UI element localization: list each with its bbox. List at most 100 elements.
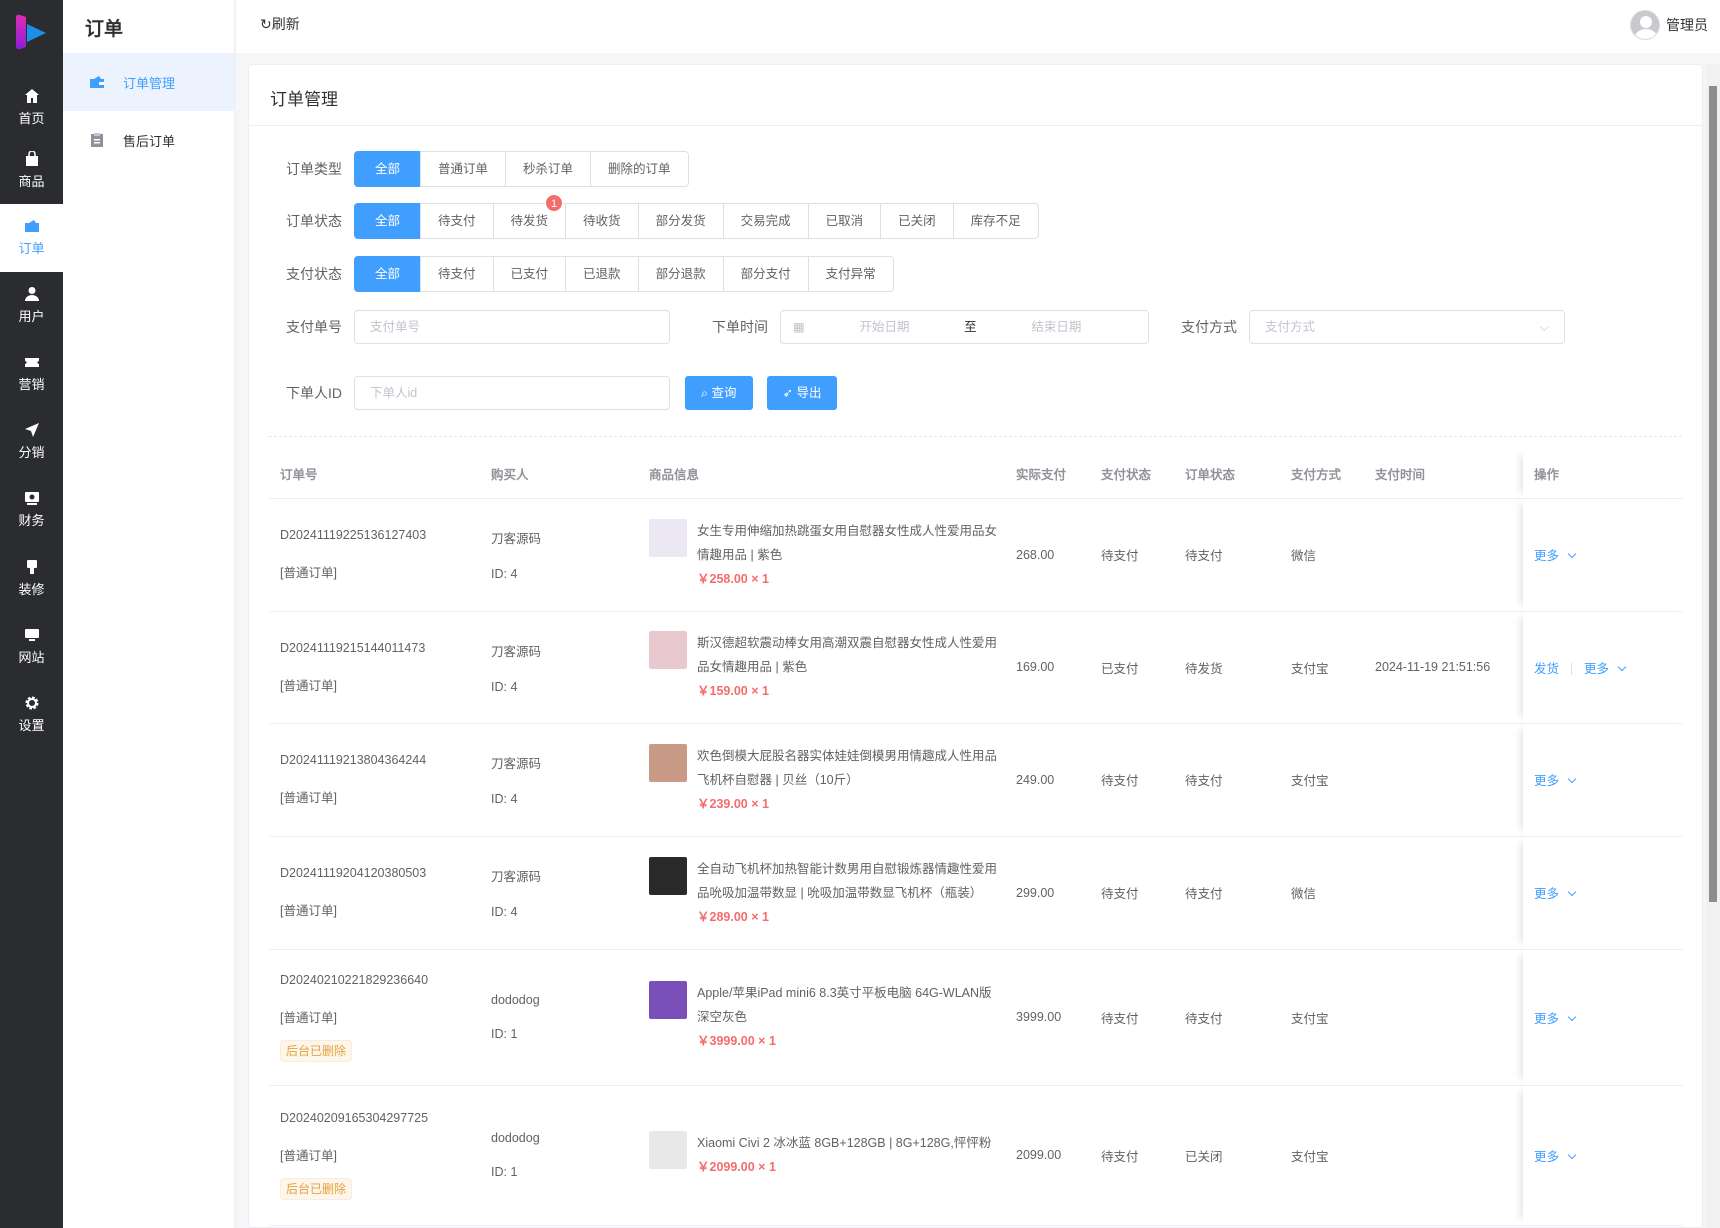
pay-time: 2024-11-19 21:51:56 xyxy=(1364,611,1523,724)
order-number[interactable]: D20241119215144011473 xyxy=(280,640,426,655)
product-price: ￥2099.00 × 1 xyxy=(697,1155,997,1179)
action-ship-button[interactable]: 发货 xyxy=(1534,662,1559,676)
filter-option[interactable]: 部分支付 xyxy=(722,256,809,292)
filter-option[interactable]: 待发货 1 xyxy=(492,194,567,239)
action-more-button[interactable]: 更多 xyxy=(1534,887,1577,901)
nav-item-1[interactable]: 商品 xyxy=(0,137,63,205)
option-label: 已取消 xyxy=(825,214,864,228)
search-icon: ⌕ xyxy=(701,386,712,400)
nav-item-4[interactable]: 营销 xyxy=(0,340,63,408)
action-more-button[interactable]: 更多 xyxy=(1534,1011,1577,1026)
buyer-id-input[interactable]: 下单人id xyxy=(354,376,670,410)
table-row: D20240209165304297725 [普通订单] 后台已删除 dododog… xyxy=(269,1085,1683,1226)
filter-option[interactable]: 全部 xyxy=(354,151,422,187)
date-range-picker[interactable]: ▦ 开始日期 至 结束日期 xyxy=(780,310,1149,344)
action-more-button[interactable]: 更多 xyxy=(1584,662,1627,676)
user-name: 管理员 xyxy=(1666,17,1708,33)
filter-option[interactable]: 支付异常 xyxy=(807,256,894,292)
start-date[interactable]: 开始日期 xyxy=(859,320,910,334)
filter-label: 支付方式 xyxy=(1181,319,1237,335)
filter-option[interactable]: 已支付 xyxy=(492,256,567,292)
option-label: 秒杀订单 xyxy=(523,162,574,176)
nav-item-5[interactable]: 分销 xyxy=(0,408,63,476)
order-number[interactable]: D20241119225136127403 xyxy=(280,528,427,542)
unit-price: ￥289.00 xyxy=(697,909,748,924)
chevron-down-icon xyxy=(1567,549,1577,559)
unit-price: ￥3999.00 xyxy=(697,1034,755,1048)
filter-option[interactable]: 秒杀订单 xyxy=(505,151,592,187)
option-label: 待发货 xyxy=(510,214,549,228)
subnav-after-sales[interactable]: 售后订单 xyxy=(63,111,234,169)
refresh-icon: ↻ xyxy=(260,16,272,32)
pay-method-select[interactable]: 支付方式 ⌵ xyxy=(1249,310,1565,344)
order-number[interactable]: D20241119204120380503 xyxy=(280,866,427,880)
select-placeholder: 支付方式 xyxy=(1265,320,1316,334)
action-label: 发货 xyxy=(1534,661,1560,676)
pay-time xyxy=(1364,498,1523,612)
scrollbar[interactable] xyxy=(1706,64,1720,1228)
filter-option[interactable]: 已取消 xyxy=(807,203,882,239)
filter-label: 下单时间 xyxy=(712,319,768,335)
count-badge: 1 xyxy=(545,194,564,212)
subnav-order-management[interactable]: 订单管理 xyxy=(63,53,234,111)
order-type: [普通订单] xyxy=(280,566,337,580)
filter-option[interactable]: 待支付 xyxy=(420,256,494,292)
nav-item-9[interactable]: 设置 xyxy=(0,681,63,749)
product-price: ￥159.00 × 1 xyxy=(697,679,997,703)
filter-option[interactable]: 待收货 xyxy=(565,203,639,239)
filter-option[interactable]: 删除的订单 xyxy=(590,151,689,187)
ticket-icon xyxy=(24,358,39,367)
nav-label: 网站 xyxy=(18,650,45,665)
action-label: 更多 xyxy=(1534,1011,1560,1026)
pay-status: 待支付 xyxy=(1090,836,1174,950)
nav-item-3[interactable]: 用户 xyxy=(0,272,63,340)
filter-option[interactable]: 库存不足 xyxy=(952,203,1039,239)
user-menu[interactable]: 管理员 xyxy=(1630,10,1708,40)
buyer-id: ID: 4 xyxy=(491,905,518,919)
nav-label: 设置 xyxy=(18,718,45,733)
nav-item-6[interactable]: 财务 xyxy=(0,476,63,544)
unit-price: ￥258.00 xyxy=(697,571,748,586)
scrollbar-thumb[interactable] xyxy=(1709,86,1717,902)
pay-time xyxy=(1364,949,1523,1086)
export-button[interactable]: ➶ 导出 xyxy=(766,376,838,410)
action-more-button[interactable]: 更多 xyxy=(1534,774,1577,788)
filter-option[interactable]: 待支付 xyxy=(420,203,494,239)
filter-label: 支付单号 xyxy=(286,319,342,335)
filter-option[interactable]: 部分发货 xyxy=(637,203,724,239)
filter-option[interactable]: 部分退款 xyxy=(637,256,724,292)
order-type-filter: 订单类型 全部 普通订单 秒杀订单 删除的订单 xyxy=(249,151,689,187)
nav-item-8[interactable]: 网站 xyxy=(0,613,63,681)
action-more-button[interactable]: 更多 xyxy=(1534,1150,1577,1164)
nav-item-0[interactable]: 首页 xyxy=(0,74,63,142)
subnav-label: 订单管理 xyxy=(123,75,176,91)
filter-option[interactable]: 全部 xyxy=(354,203,422,239)
pay-status: 待支付 xyxy=(1090,1085,1174,1226)
buyer-name: 刀客源码 xyxy=(491,644,542,659)
filter-option[interactable]: 交易完成 xyxy=(722,203,809,239)
order-number[interactable]: D20241119213804364244 xyxy=(280,753,427,767)
product-image xyxy=(649,631,687,669)
monitor-icon xyxy=(24,629,39,641)
table-row: D20241119204120380503 [普通订单] 刀客源码 ID: 4 全自… xyxy=(269,836,1683,950)
nav-item-2[interactable]: 订单 xyxy=(0,204,63,272)
pay-method: 微信 xyxy=(1280,498,1364,612)
filter-option[interactable]: 普通订单 xyxy=(420,151,507,187)
nav-item-7[interactable]: 装修 xyxy=(0,545,63,613)
order-number[interactable]: D20240210221829236640 xyxy=(280,972,429,987)
filter-option[interactable]: 已关闭 xyxy=(880,203,954,239)
divider xyxy=(1571,663,1573,676)
filter-option[interactable]: 全部 xyxy=(354,256,422,292)
action-more-button[interactable]: 更多 xyxy=(1534,549,1577,563)
refresh-button[interactable]: ↻刷新 xyxy=(260,14,300,34)
filter-option[interactable]: 已退款 xyxy=(565,256,639,292)
order-number[interactable]: D20240209165304297725 xyxy=(280,1110,429,1125)
paid-amount: 169.00 xyxy=(1005,611,1090,724)
buyer-name: 刀客源码 xyxy=(491,757,542,771)
option-label: 已支付 xyxy=(510,267,549,281)
search-button[interactable]: ⌕ 查询 xyxy=(685,376,753,410)
end-date[interactable]: 结束日期 xyxy=(1031,320,1082,334)
pay-method: 微信 xyxy=(1280,836,1364,950)
pay-no-input[interactable]: 支付单号 xyxy=(354,310,670,344)
unit-price: ￥159.00 xyxy=(697,684,748,698)
